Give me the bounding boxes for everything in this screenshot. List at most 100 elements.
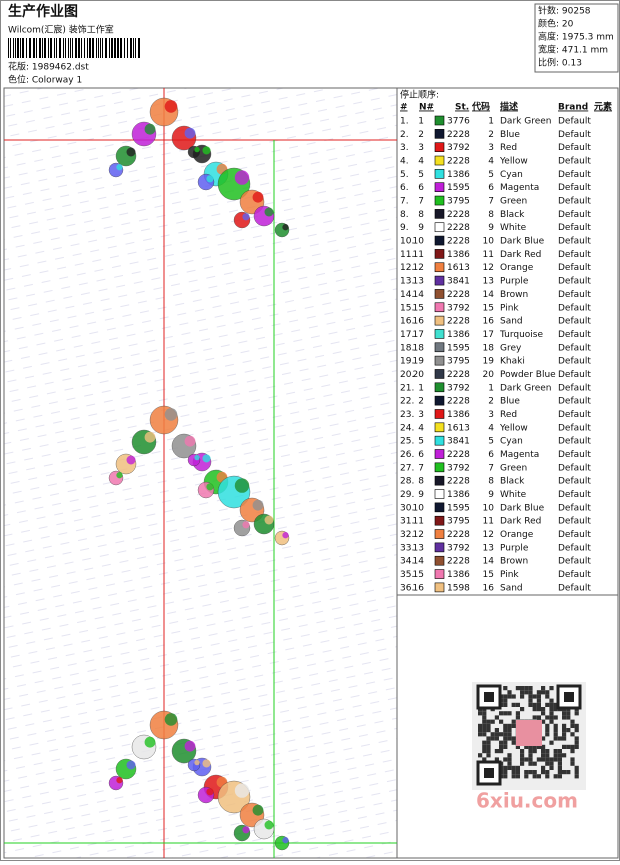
swatch — [434, 262, 445, 273]
brand: Default — [558, 370, 591, 380]
stop: 16. — [400, 317, 414, 327]
description: Dark Green — [500, 383, 551, 393]
needle: 1 — [418, 117, 424, 127]
stop: 8. — [400, 210, 409, 220]
stop: 33. — [400, 543, 414, 553]
description: Pink — [500, 570, 519, 580]
qr-cell — [532, 774, 537, 779]
qr-cell — [494, 757, 499, 762]
qr-cell — [562, 723, 567, 728]
code: 2 — [488, 130, 494, 140]
motif-detail — [126, 455, 136, 465]
preview-area — [3, 87, 398, 859]
qr-cell — [528, 770, 533, 775]
code: 4 — [488, 157, 494, 167]
qr-cell — [503, 744, 508, 749]
qr-cell — [549, 765, 554, 770]
needle: 14 — [413, 557, 425, 567]
qr-cell — [486, 728, 491, 733]
qr-cell — [566, 728, 571, 733]
needle: 7 — [418, 197, 424, 207]
qr-cell — [528, 694, 533, 699]
brand: Default — [558, 343, 591, 353]
swatch — [434, 449, 445, 459]
st: 3795 — [447, 517, 470, 527]
qr-cell — [570, 749, 575, 754]
bar — [81, 38, 82, 58]
stop: 22. — [400, 397, 414, 407]
description: Red — [500, 143, 517, 153]
qr-cell — [549, 698, 554, 703]
column-header: 元素 — [594, 101, 612, 113]
bar — [22, 38, 24, 58]
motif-detail — [252, 191, 264, 203]
stop: 12. — [400, 263, 414, 273]
qr-cell — [494, 728, 499, 733]
motif-detail — [194, 146, 200, 153]
qr-cell — [503, 694, 508, 699]
qr-cell — [541, 744, 546, 749]
st: 3792 — [447, 143, 470, 153]
st: 2228 — [447, 477, 470, 487]
description: Dark Red — [500, 250, 541, 260]
bar — [105, 38, 107, 58]
qr-cell — [503, 765, 508, 770]
bar — [124, 38, 125, 58]
qr-cell — [490, 732, 495, 737]
swatch — [434, 235, 445, 246]
swatch — [434, 515, 445, 526]
swatch — [434, 155, 445, 166]
qr-cell — [549, 711, 554, 716]
brand: Default — [558, 290, 591, 300]
code: 11 — [483, 517, 494, 527]
swatch — [434, 582, 445, 593]
qr-cell — [482, 744, 487, 749]
qr-cell — [528, 757, 533, 762]
qr-cell — [507, 728, 512, 733]
qr-cell — [503, 723, 508, 728]
qr-cell — [515, 715, 520, 720]
bar — [26, 38, 27, 58]
motif-detail — [184, 740, 196, 752]
qr-cell — [532, 707, 537, 712]
qr-cell — [541, 757, 546, 762]
qr-cell — [536, 774, 541, 779]
brand: Default — [558, 263, 591, 273]
motif-detail — [206, 175, 214, 183]
bar — [127, 38, 128, 58]
bar — [42, 38, 43, 58]
qr-cell — [524, 770, 529, 775]
brand: Default — [558, 117, 591, 127]
qr-cell — [562, 711, 567, 716]
qr-cell — [536, 698, 541, 703]
st: 2228 — [447, 370, 470, 380]
qr-cell — [536, 707, 541, 712]
qr-cell — [494, 732, 499, 737]
qr-cell — [541, 765, 546, 770]
needle: 4 — [418, 157, 424, 167]
description: Brown — [500, 557, 528, 567]
code: 19 — [483, 357, 495, 367]
bar — [65, 38, 66, 58]
qr-cell — [557, 761, 562, 766]
qr-cell — [545, 761, 550, 766]
qr-cell — [541, 711, 546, 716]
qr-cell — [570, 719, 575, 724]
qr-cell — [511, 723, 516, 728]
code: 15 — [483, 303, 494, 313]
needle: 2 — [418, 397, 424, 407]
qr-cell — [549, 686, 554, 691]
description: Cyan — [500, 437, 523, 447]
bar — [111, 38, 113, 58]
qr-cell — [520, 753, 525, 758]
bar — [84, 38, 85, 58]
qr-cell — [532, 744, 537, 749]
qr-cell — [532, 715, 537, 720]
needle: 10 — [413, 237, 425, 247]
qr-cell — [574, 744, 579, 749]
qr-cell — [507, 753, 512, 758]
stop: 26. — [400, 450, 414, 460]
qr-cell — [545, 749, 550, 754]
